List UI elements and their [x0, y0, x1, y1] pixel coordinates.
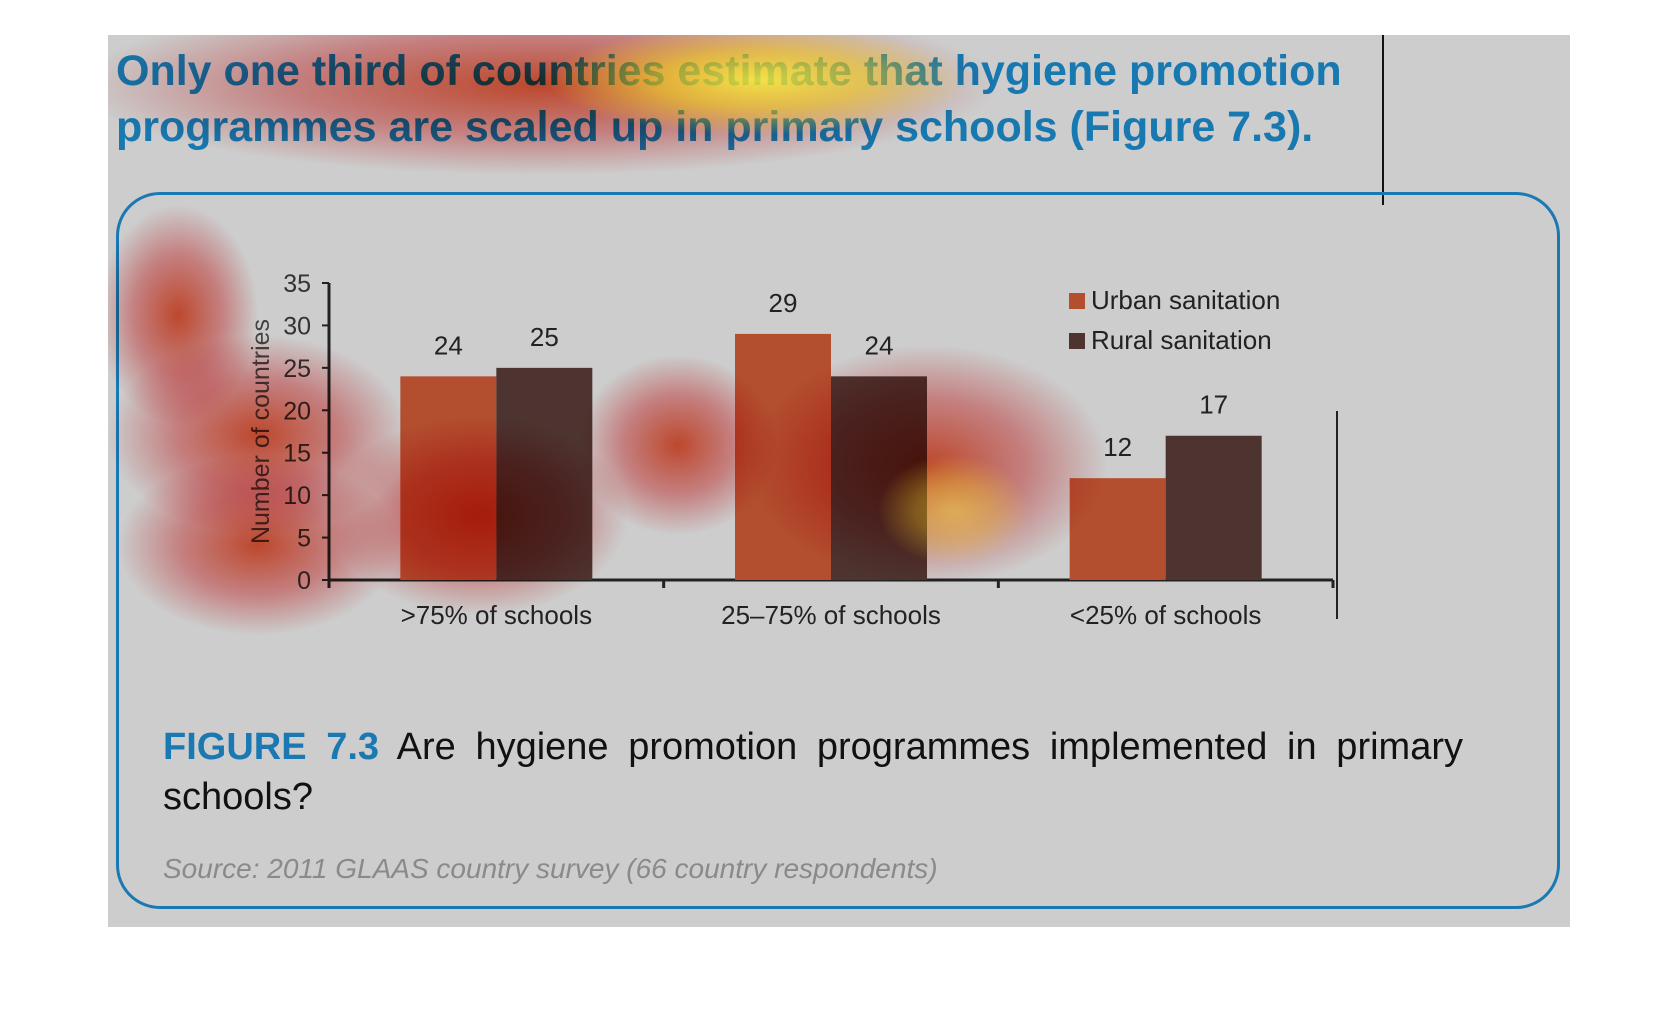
bar-urban	[735, 333, 831, 580]
data-label: 24	[865, 330, 894, 360]
figure-caption-text: Are hygiene promotion programmes impleme…	[163, 726, 1463, 818]
bar-rural	[1165, 435, 1262, 580]
text-cursor	[1382, 35, 1384, 205]
y-tick-label: 20	[283, 397, 311, 425]
data-label: 25	[530, 322, 559, 352]
x-tick-label: >75% of schools	[401, 600, 593, 630]
figure-panel: 0 5 10 15 20 25 30 35 Number of countries 24 25 >75…	[116, 192, 1560, 909]
slide: Only one third of countries estimate tha…	[108, 35, 1570, 927]
x-tick-label: <25% of schools	[1070, 600, 1262, 630]
bar-chart: 0 5 10 15 20 25 30 35 Number of countries 24 25 >75…	[247, 270, 1338, 630]
y-tick-label: 15	[283, 440, 311, 468]
y-tick-label: 30	[283, 312, 311, 340]
figure-label: FIGURE 7.3	[163, 726, 380, 768]
data-label: 12	[1103, 432, 1132, 462]
bar-rural	[496, 367, 593, 580]
bar-urban	[400, 376, 497, 580]
figure-source: Source: 2011 GLAAS country survey (66 co…	[163, 853, 938, 884]
y-tick-label: 0	[297, 567, 311, 595]
y-tick-label: 35	[283, 270, 311, 298]
headline: Only one third of countries estimate tha…	[116, 47, 1342, 151]
bar-rural	[831, 376, 927, 580]
y-tick-label: 5	[297, 525, 311, 553]
bar-urban	[1069, 478, 1166, 580]
x-tick-label: 25–75% of schools	[721, 600, 941, 630]
data-label: 17	[1199, 390, 1228, 420]
data-label: 24	[434, 330, 463, 360]
y-tick-label: 10	[283, 482, 311, 510]
legend-label: Urban sanitation	[1091, 285, 1280, 315]
legend-label: Rural sanitation	[1091, 325, 1272, 355]
legend-swatch	[1069, 293, 1085, 309]
data-label: 29	[769, 288, 798, 318]
legend-swatch	[1069, 333, 1085, 349]
y-tick-label: 25	[283, 355, 311, 383]
y-axis-title: Number of countries	[247, 319, 275, 544]
figure-caption: FIGURE 7.3 Are hygiene promotion program…	[163, 722, 1463, 822]
